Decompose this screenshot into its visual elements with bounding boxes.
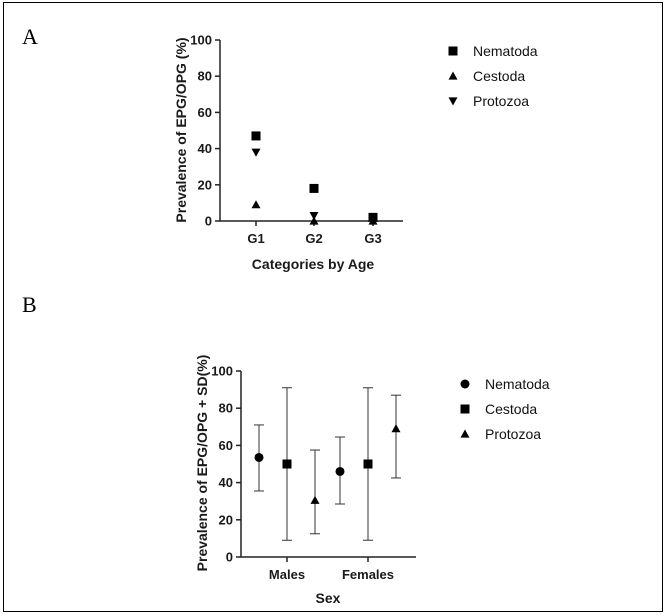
a-point-protozoa-g1	[251, 148, 261, 157]
a-point-nematoda-g1	[251, 131, 261, 141]
b-y-tick-label-0: 0	[226, 550, 233, 565]
a-y-tick-label-60: 60	[198, 105, 212, 120]
b-y-tick-label-20: 20	[219, 512, 233, 527]
b-x-axis-title: Sex	[316, 590, 341, 606]
a-legend-label-nematoda: Nematoda	[473, 43, 538, 59]
b-y-tick-label-60: 60	[219, 438, 233, 453]
b-y-tick-label-80: 80	[219, 401, 233, 416]
b-legend-label-cestoda: Cestoda	[485, 401, 537, 417]
a-y-tick-label-40: 40	[198, 141, 212, 156]
a-point-cestoda-g2	[309, 216, 319, 225]
panel-label-b: B	[22, 292, 37, 317]
a-legend-marker-cestoda	[448, 71, 458, 80]
a-point-protozoa-g3	[368, 215, 378, 224]
b-y-tick-label-100: 100	[211, 364, 233, 379]
b-legend-marker-nematoda	[460, 379, 470, 389]
a-x-axis-title: Categories by Age	[252, 256, 375, 272]
panel-label-a: A	[22, 24, 38, 49]
a-point-protozoa-g2	[309, 211, 319, 221]
b-x-tick-label-males: Males	[269, 567, 305, 582]
b-legend-marker-cestoda	[460, 404, 470, 414]
b-point-nematoda-males	[254, 452, 264, 462]
b-y-axis-title: Prevalence of EPG/OPG + SD(%)	[194, 355, 210, 572]
a-x-tick-label-g3: G3	[364, 231, 381, 246]
b-legend-label-nematoda: Nematoda	[485, 376, 550, 392]
b-y-tick-label-40: 40	[219, 475, 233, 490]
b-x-tick-label-females: Females	[342, 567, 394, 582]
b-legend-label-protozoa: Protozoa	[485, 426, 541, 442]
a-y-axis-title: Prevalence of EPG/OPG (%)	[173, 37, 189, 222]
a-legend-label-cestoda: Cestoda	[473, 68, 525, 84]
a-point-cestoda-g1	[251, 200, 261, 209]
b-legend-marker-protozoa	[460, 429, 470, 438]
b-point-protozoa-males	[310, 495, 320, 504]
a-x-tick-label-g2: G2	[305, 231, 322, 246]
b-point-cestoda-females	[363, 459, 373, 469]
b-point-nematoda-females	[335, 466, 345, 476]
a-y-tick-label-100: 100	[190, 33, 212, 48]
a-legend-label-protozoa: Protozoa	[473, 93, 529, 109]
b-point-cestoda-males	[282, 459, 292, 469]
a-y-tick-label-0: 0	[205, 214, 212, 229]
figure-frame	[3, 2, 663, 612]
a-x-tick-label-g1: G1	[247, 231, 264, 246]
a-legend-marker-nematoda	[448, 46, 458, 56]
a-y-tick-label-20: 20	[198, 177, 212, 192]
b-point-protozoa-females	[391, 424, 401, 433]
a-legend-marker-protozoa	[448, 97, 458, 106]
a-point-nematoda-g2	[309, 183, 319, 193]
a-y-tick-label-80: 80	[198, 69, 212, 84]
